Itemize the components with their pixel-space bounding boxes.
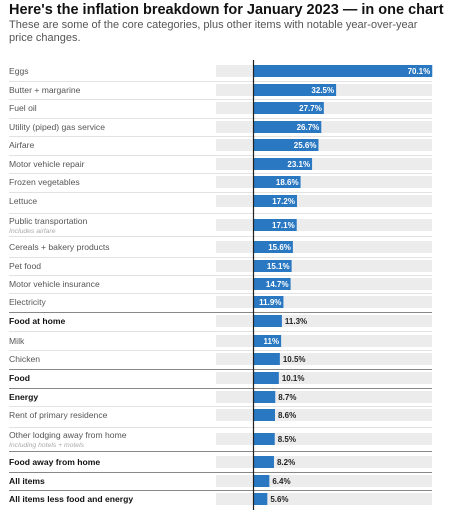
bar-track [216,475,432,487]
category-label: Rent of primary residence [9,410,108,420]
category-label: Butter + margarine [9,85,81,95]
category-label: Food [9,373,30,383]
bar-track [216,353,432,365]
bar-track [216,176,432,188]
bar [253,335,282,347]
bar [253,493,268,505]
data-label: 15.6% [268,243,291,252]
category-label: Other lodging away from home [9,430,127,440]
data-label: 17.2% [272,197,295,206]
data-label: 8.6% [278,411,296,420]
category-label: Eggs [9,66,29,76]
data-label: 11.3% [285,317,307,326]
data-label: 11% [264,337,280,346]
bar-track [216,409,432,421]
category-label: Fuel oil [9,103,37,113]
category-label: Frozen vegetables [9,177,80,187]
bar-track [216,433,432,445]
bar-track [216,102,432,114]
bar [253,456,274,468]
category-label: Airfare [9,140,35,150]
bar-track [216,391,432,403]
bar [253,102,324,114]
category-label: Electricity [9,297,46,307]
bar-track [216,372,432,384]
data-label: 27.7% [299,104,322,113]
data-label: 70.1% [408,67,431,76]
bar-track [216,456,432,468]
category-label: Energy [9,392,38,402]
category-label: Chicken [9,354,40,364]
bar-track [216,241,432,253]
data-label: 25.6% [294,141,317,150]
bar [253,121,322,133]
bar [253,475,270,487]
category-label: All items [9,476,45,486]
category-label: Motor vehicle repair [9,159,85,169]
category-label: Milk [9,336,25,346]
bar [253,158,313,170]
bar [253,219,297,231]
bar [253,65,433,77]
category-note: Including hotels + motels [9,442,85,449]
bar-track [216,121,432,133]
bar-track [216,296,432,308]
chart-title: Here's the inflation breakdown for Janua… [9,2,444,18]
category-label: All items less food and energy [9,494,133,504]
bar [253,241,293,253]
category-note: Includes airfare [9,228,56,235]
bar-track [216,335,432,347]
chart-subtitle: These are some of the core categories, p… [9,19,418,44]
bar-track [216,195,432,207]
category-label: Food away from home [9,457,100,467]
data-label: 8.7% [278,393,296,402]
data-label: 15.1% [267,262,290,271]
bar-track [216,139,432,151]
bar [253,391,276,403]
bar [253,139,319,151]
bar-track [216,158,432,170]
bar [253,296,284,308]
category-label: Public transportation [9,216,88,226]
data-label: 18.6% [276,178,299,187]
category-label: Food at home [9,316,66,326]
bar [253,84,337,96]
bar [253,433,275,445]
bar-track [216,260,432,272]
category-label: Pet food [9,261,41,271]
bar [253,195,297,207]
data-label: 14.7% [266,280,289,289]
data-label: 11.9% [259,298,281,307]
data-label: 26.7% [297,123,320,132]
data-label: 10.5% [283,355,306,364]
bar [253,372,279,384]
category-label: Utility (piped) gas service [9,122,105,132]
bar-track [216,493,432,505]
data-label: 32.5% [311,86,334,95]
bar [253,353,280,365]
data-label: 5.6% [270,495,288,504]
data-label: 10.1% [282,374,305,383]
category-label: Motor vehicle insurance [9,279,100,289]
bar [253,278,291,290]
data-label: 8.5% [278,435,296,444]
bar [253,176,301,188]
bar-track [216,219,432,231]
data-label: 17.1% [272,221,295,230]
bar [253,409,275,421]
bar [253,260,292,272]
data-label: 6.4% [272,477,290,486]
bar-track [216,315,432,327]
data-label: 23.1% [287,160,310,169]
bar-track [216,278,432,290]
category-label: Lettuce [9,196,37,206]
category-label: Cereals + bakery products [9,242,110,252]
bar [253,315,282,327]
data-label: 8.2% [277,458,295,467]
